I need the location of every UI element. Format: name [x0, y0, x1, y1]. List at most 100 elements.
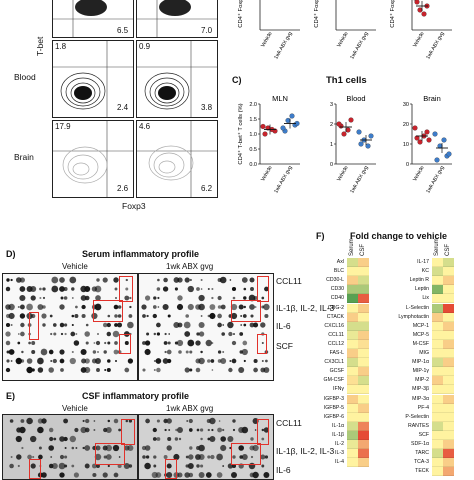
heatmap-left-cell: [358, 422, 369, 431]
blot-spot: [190, 279, 192, 281]
heatmap-right-label: MCP-5: [395, 333, 429, 338]
blot-spot: [6, 278, 9, 281]
heatmap-right-label: RANTES: [395, 424, 429, 429]
heatmap-right-cell: [432, 467, 443, 476]
blot-spot: [177, 472, 182, 477]
heatmap-left-cell: [347, 349, 358, 358]
y-axis-label: CD4⁺ Foxp3⁺: [389, 0, 396, 28]
heatmap-right-cell: [443, 449, 454, 458]
flow-blood-vehicle-br: 2.4: [117, 104, 128, 112]
heatmap-right-cell: [432, 413, 443, 422]
heatmap-left-cell: [358, 349, 369, 358]
serum-blot-vehicle: [2, 273, 138, 381]
heatmap-right-label: Leptin R: [395, 278, 429, 283]
blot-spot: [71, 465, 74, 468]
heatmap-right-label: SCF: [395, 433, 429, 438]
heatmap-left-label: CRG-2: [310, 306, 344, 311]
blot-spot: [72, 324, 74, 326]
blot-spot: [63, 437, 67, 441]
blot-spot: [39, 297, 41, 299]
blot-spot: [156, 437, 160, 441]
blot-spot: [207, 455, 210, 458]
blot-spot: [227, 322, 233, 328]
blot-spot: [26, 418, 33, 425]
blot-spot: [263, 472, 269, 478]
heatmap-right-cell: [443, 440, 454, 449]
blot-spot: [178, 350, 182, 354]
blot-spot: [199, 454, 205, 460]
heatmap-right-cell: [443, 413, 454, 422]
blot-spot: [153, 455, 156, 458]
blot-spot: [265, 455, 268, 458]
blot-spot: [71, 287, 74, 290]
blot-spot: [72, 297, 74, 299]
blot-spot: [86, 324, 89, 327]
heatmap-left-cell: [347, 276, 358, 285]
blot-spot: [16, 436, 22, 442]
heatmap-left-cell: [358, 404, 369, 413]
blot-spot: [199, 472, 205, 478]
blot-spot: [107, 332, 111, 336]
blot-spot: [189, 350, 192, 353]
heatmap-left-label: Axl: [310, 260, 344, 265]
blot-spot: [114, 473, 119, 478]
blot-spot: [153, 428, 157, 432]
blot-spot: [49, 428, 53, 432]
heatmap-right-label: L-Selectin: [395, 306, 429, 311]
heatmap-right-cell: [432, 276, 443, 285]
blot-spot: [53, 359, 57, 363]
blot-spot: [74, 340, 80, 346]
heatmap-left-cell: [358, 331, 369, 340]
data-point: [447, 152, 452, 157]
blot-spot: [18, 465, 20, 467]
heatmap-left-cell: [358, 358, 369, 367]
serum-blot-abx: [138, 273, 274, 381]
heatmap-right-cell: [443, 431, 454, 440]
blot-spot: [70, 332, 75, 337]
serum-callout-ccl11: CCL11: [276, 277, 302, 286]
blot-spot: [220, 277, 227, 284]
heatmap-right-cell: [432, 431, 443, 440]
blot-spot: [107, 359, 111, 363]
blot-spot: [209, 418, 215, 424]
blot-spot: [11, 456, 13, 458]
blot-spot: [243, 324, 246, 327]
blot-spot: [242, 341, 247, 346]
x-tick-label: 1wk ABX gvg: [425, 31, 446, 60]
blot-spot: [265, 360, 268, 363]
blot-spot: [50, 333, 52, 335]
blot-spot: [103, 277, 108, 282]
blot-spot: [81, 349, 87, 355]
blot-spot: [242, 349, 248, 355]
blot-spot: [114, 341, 118, 345]
blot-spot: [230, 279, 232, 281]
blot-spot: [17, 342, 20, 345]
blot-spot: [64, 455, 67, 458]
heatmap-right-cell: [443, 285, 454, 294]
y-tick-label: 1.0: [249, 132, 257, 138]
blot-spot: [154, 360, 156, 362]
heatmap-right-cell: [443, 385, 454, 394]
panel-d-vehicle-label: Vehicle: [62, 263, 88, 271]
blot-spot: [114, 350, 119, 355]
blot-spot: [188, 454, 193, 459]
blot-spot: [201, 288, 203, 290]
flow-brain-abx-br: 6.2: [201, 185, 212, 193]
subplot-title: Blood: [346, 94, 365, 103]
blot-spot: [50, 360, 52, 362]
blot-spot: [222, 465, 224, 467]
blot-spot: [20, 313, 25, 318]
heatmap-right-label: MIP-1α: [395, 360, 429, 365]
heatmap-left-cell: [347, 413, 358, 422]
heatmap-right-cell: [432, 322, 443, 331]
heatmap-right-cell: [432, 294, 443, 303]
blot-spot: [85, 358, 90, 363]
data-point: [425, 130, 430, 135]
blot-spot: [94, 342, 96, 344]
blot-spot: [177, 427, 183, 433]
blot-spot: [153, 296, 156, 299]
blot-spot: [261, 465, 264, 468]
blot-spot: [168, 341, 171, 344]
heatmap-left-cell: [347, 458, 358, 467]
